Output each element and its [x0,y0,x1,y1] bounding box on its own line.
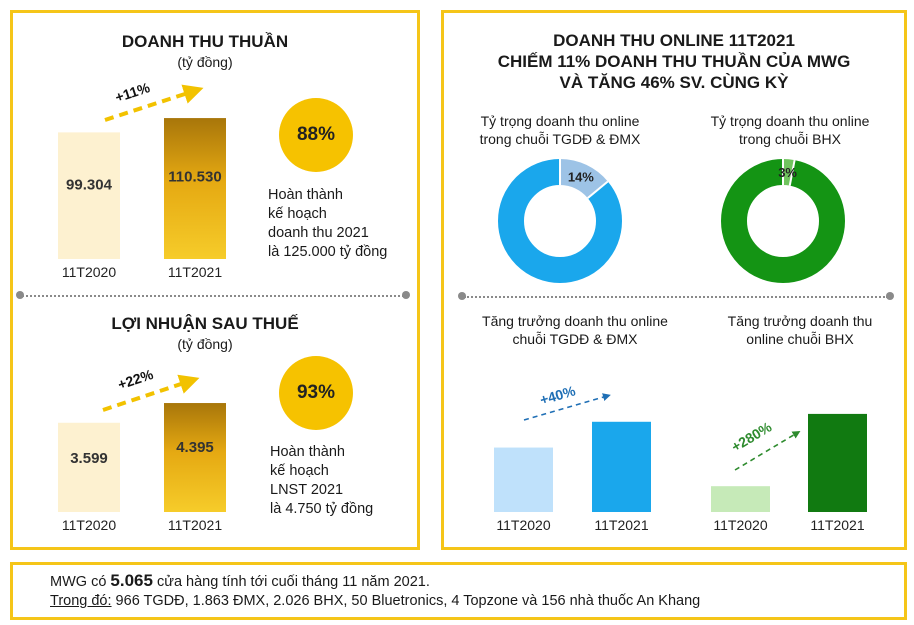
right-divider-dot [886,292,894,300]
revenue-completion-badge: 88% [279,98,353,172]
bar-value-label: 110.530 [168,168,221,185]
growth-arrow [734,430,801,471]
growth-bhx-caption-line: Tăng trưởng doanh thu [727,313,873,329]
bar [164,403,226,512]
pie-bhx-donut: 3% [721,159,845,283]
online-title-line: DOANH THU ONLINE 11T2021 [553,31,795,50]
profit-unit: (tỷ đồng) [177,336,233,352]
bar-value-label: 99.304 [66,176,113,193]
left-divider-dot [16,291,24,299]
donut-separator [788,159,796,186]
growth-tgdd-caption-line: chuỗi TGDĐ & ĐMX [512,331,638,347]
profit-title: LỢI NHUẬN SAU THUẾ [111,314,299,333]
online-title-line: VÀ TĂNG 46% SV. CÙNG KỲ [559,73,789,92]
footer-line-1: MWG có 5.065 cửa hàng tính tới cuối thán… [50,571,430,591]
growth-tgdd-bar-chart: 11T2020 11T2021+40% [494,382,651,533]
growth-bhx-caption: Tăng trưởng doanh thu online chuỗi BHX [700,312,900,348]
x-tick-label: 11T2021 [168,517,222,533]
x-tick-label: 11T2021 [594,517,648,533]
bar-value-label: 3.599 [70,450,108,467]
revenue-note-line: kế hoạch [268,206,327,222]
donut-slice-label: 3% [778,165,797,180]
left-divider [22,295,404,297]
profit-note: Hoàn thành kế hoạch LNST 2021 là 4.750 t… [270,443,410,519]
growth-arrow [102,374,200,412]
revenue-note-line: Hoàn thành [268,187,343,203]
footer-breakdown: 966 TGDĐ, 1.863 ĐMX, 2.026 BHX, 50 Bluet… [111,593,701,609]
pie-bhx-caption: Tỷ trọng doanh thu online trong chuỗi BH… [680,112,900,148]
revenue-note-line: là 125.000 tỷ đồng [268,244,388,260]
growth-label: +280% [728,418,774,455]
profit-note-line: kế hoạch [270,463,329,479]
right-divider [464,296,888,298]
bar [592,421,651,512]
pie-tgdd-caption: Tỷ trọng doanh thu online trong chuỗi TG… [455,112,665,148]
right-divider-dot [458,292,466,300]
pie-tgdd-caption-line: trong chuỗi TGDĐ & ĐMX [479,131,641,147]
footer-box [10,562,907,620]
growth-tgdd-caption: Tăng trưởng doanh thu online chuỗi TGDĐ … [455,312,695,348]
left-divider-dot [402,291,410,299]
bar [494,447,553,512]
x-tick-label: 11T2021 [168,264,222,280]
pie-tgdd-donut: 14% [498,159,622,283]
growth-arrow [523,393,611,421]
donut-separator [587,180,609,199]
pie-tgdd-caption-line: Tỷ trọng doanh thu online [480,113,640,129]
footer-suffix: cửa hàng tính tới cuối tháng 11 năm 2021… [152,574,430,590]
bar [58,132,120,259]
revenue-note-line: doanh thu 2021 [268,225,369,241]
bar [164,118,226,259]
revenue-note: Hoàn thành kế hoạch doanh thu 2021 là 12… [268,186,408,262]
online-title-line: CHIẾM 11% DOANH THU THUẦN CỦA MWG [497,52,851,71]
profit-note-line: LNST 2021 [270,482,344,498]
profit-note-line: Hoàn thành [270,444,345,460]
donut-slice-label: 14% [568,170,594,185]
pie-bhx-caption-line: Tỷ trọng doanh thu online [710,113,870,129]
store-count: 5.065 [110,571,153,590]
growth-tgdd-caption-line: Tăng trưởng doanh thu online [482,313,668,329]
x-tick-label: 11T2020 [496,517,550,533]
x-tick-label: 11T2021 [810,517,864,533]
bar [711,486,770,512]
bar [58,422,120,512]
growth-bhx-caption-line: online chuỗi BHX [746,331,854,347]
revenue-title: DOANH THU THUẦN [121,32,289,51]
x-tick-label: 11T2020 [713,517,767,533]
footer-prefix: MWG có [50,574,111,590]
footer-breakdown-label: Trong đó: [50,593,112,609]
online-title: DOANH THU ONLINE 11T2021 CHIẾM 11% DOANH… [444,30,904,93]
growth-bhx-bar-chart: 11T2020 11T2021 +280% [711,413,867,533]
bar-value-label: 4.395 [176,439,214,456]
profit-completion-badge: 93% [279,356,353,430]
profit-note-line: là 4.750 tỷ đồng [270,501,374,517]
growth-arrow [104,84,204,122]
revenue-unit: (tỷ đồng) [177,54,233,70]
pie-bhx-caption-line: trong chuỗi BHX [739,131,841,147]
footer-line-2: Trong đó: 966 TGDĐ, 1.863 ĐMX, 2.026 BHX… [50,593,700,609]
x-tick-label: 11T2020 [62,264,116,280]
x-tick-label: 11T2020 [62,517,116,533]
bar [808,413,867,512]
